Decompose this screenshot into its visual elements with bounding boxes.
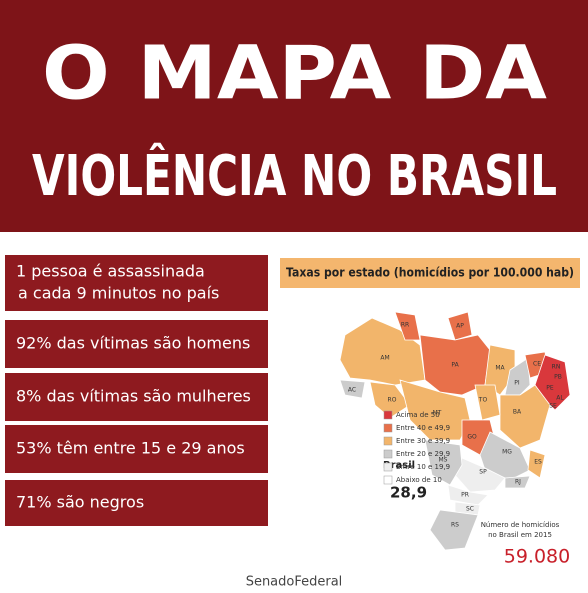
state-shape bbox=[504, 475, 531, 489]
state-label: PE bbox=[546, 385, 554, 392]
fact-text: 92% das vítimas são homens bbox=[16, 334, 250, 353]
state-label: MA bbox=[495, 365, 505, 372]
legend-label: Entre 30 e 39,9 bbox=[396, 437, 450, 445]
state-label: MT bbox=[433, 410, 442, 417]
fact-box bbox=[5, 480, 268, 526]
state-label: RO bbox=[388, 397, 397, 404]
state-shape bbox=[424, 439, 463, 486]
state-label: AL bbox=[556, 395, 564, 402]
fact-text: 53% têm entre 15 e 29 anos bbox=[16, 439, 245, 458]
state-shape bbox=[447, 484, 489, 506]
state-shape bbox=[429, 509, 479, 551]
fact-text: 71% são negros bbox=[16, 493, 144, 512]
state-shape bbox=[474, 384, 501, 421]
legend-swatch bbox=[383, 449, 393, 459]
state-label: AM bbox=[380, 355, 389, 362]
header-band bbox=[0, 0, 588, 232]
total: 59.080 bbox=[504, 546, 570, 568]
state-label: RS bbox=[451, 522, 459, 529]
state-label: PB bbox=[554, 374, 562, 381]
fact-text: a cada 9 minutos no país bbox=[18, 284, 219, 303]
legend-label: Abaixo de 10 bbox=[396, 476, 442, 484]
state-label: RJ bbox=[515, 479, 521, 486]
state-label: SC bbox=[466, 506, 474, 513]
legend-swatch bbox=[383, 423, 393, 433]
state-label: PR bbox=[461, 492, 469, 499]
fact-text: 8% das vítimas são mulheres bbox=[16, 387, 251, 406]
fact-box bbox=[5, 425, 268, 473]
footer: SenadoFederal bbox=[246, 575, 343, 590]
state-label: ES bbox=[534, 459, 542, 466]
state-label: GO bbox=[467, 434, 477, 441]
fact-text: 1 pessoa é assassinada bbox=[16, 262, 205, 281]
state-label: RR bbox=[401, 322, 409, 329]
state-label: AP bbox=[456, 323, 464, 330]
state-shape bbox=[504, 357, 531, 396]
total-caption: Número de homicídios bbox=[481, 521, 560, 529]
legend-label: Entre 20 e 29,9 bbox=[396, 450, 450, 458]
legend-label: Acima de 50 bbox=[396, 411, 440, 419]
state-shape bbox=[499, 384, 551, 449]
legend-label: Entre 10 e 19,9 bbox=[396, 463, 450, 471]
map-title: Taxas por estado (homicídios por 100.000… bbox=[286, 266, 574, 280]
legend-swatch bbox=[383, 410, 393, 420]
state-shape bbox=[527, 449, 546, 479]
legend-swatch bbox=[383, 462, 393, 472]
country-label: Brasil bbox=[383, 460, 415, 471]
total-caption: no Brasil em 2015 bbox=[488, 531, 552, 539]
country-rate: 28,9 bbox=[390, 484, 427, 502]
state-shape bbox=[394, 311, 421, 341]
state-label: PA bbox=[451, 362, 459, 369]
title: O MAPA DA bbox=[42, 31, 547, 117]
map-title-bar bbox=[280, 258, 580, 288]
state-label: SP bbox=[479, 469, 487, 476]
title: VIOLÊNCIA NO BRASIL bbox=[32, 143, 557, 209]
legend-label: Entre 40 e 49,9 bbox=[396, 424, 450, 432]
state-label: SE bbox=[549, 403, 557, 410]
state-label: PI bbox=[514, 380, 520, 387]
state-label: TO bbox=[478, 397, 488, 404]
state-shape bbox=[369, 381, 411, 419]
fact-box bbox=[5, 320, 268, 368]
legend-swatch bbox=[383, 475, 393, 485]
state-shape bbox=[447, 311, 473, 341]
state-label: MG bbox=[502, 449, 512, 456]
state-label: RN bbox=[552, 364, 561, 371]
state-label: MS bbox=[439, 457, 448, 464]
legend-swatch bbox=[383, 436, 393, 446]
state-label: BA bbox=[513, 409, 522, 416]
state-shape bbox=[339, 379, 366, 399]
fact-box bbox=[5, 373, 268, 421]
fact-box bbox=[5, 255, 268, 311]
state-label: AC bbox=[348, 387, 356, 394]
state-label: CE bbox=[533, 361, 541, 368]
